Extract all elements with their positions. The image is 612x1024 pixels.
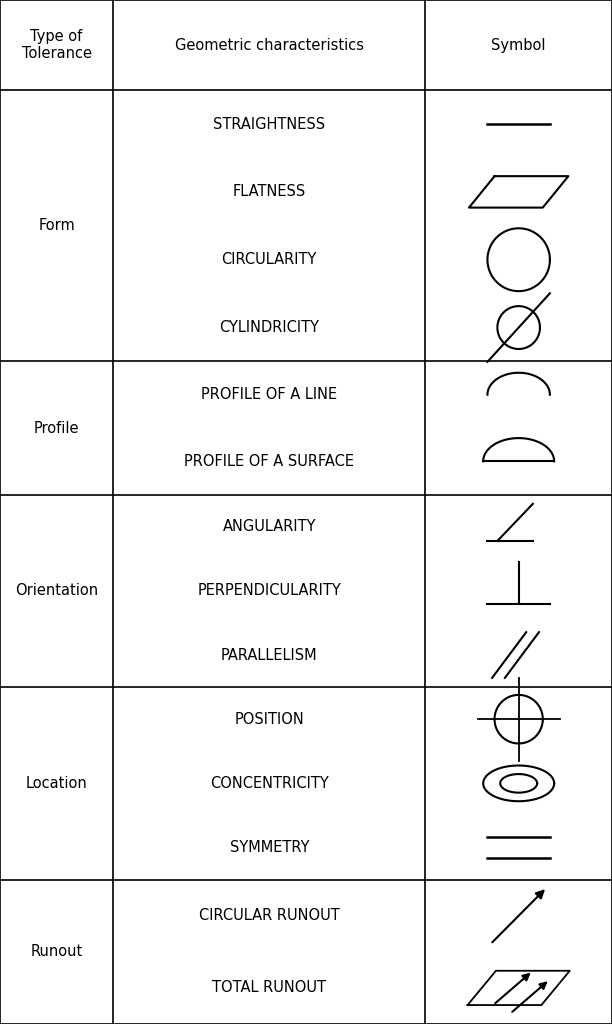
Text: PERPENDICULARITY: PERPENDICULARITY [198,584,341,598]
Text: Symbol: Symbol [491,38,546,52]
Text: POSITION: POSITION [234,712,304,727]
Text: STRAIGHTNESS: STRAIGHTNESS [213,117,326,131]
Text: CONCENTRICITY: CONCENTRICITY [210,776,329,791]
Text: Form: Form [38,218,75,233]
Text: PROFILE OF A LINE: PROFILE OF A LINE [201,387,337,402]
Text: Orientation: Orientation [15,584,98,598]
Text: PARALLELISM: PARALLELISM [221,647,318,663]
Text: CIRCULARITY: CIRCULARITY [222,252,317,267]
Text: Location: Location [26,776,88,791]
Text: Runout: Runout [31,944,83,959]
Text: CIRCULAR RUNOUT: CIRCULAR RUNOUT [199,908,340,924]
Text: TOTAL RUNOUT: TOTAL RUNOUT [212,980,326,995]
Text: SYMMETRY: SYMMETRY [230,840,309,855]
Text: PROFILE OF A SURFACE: PROFILE OF A SURFACE [184,454,354,469]
Text: ANGULARITY: ANGULARITY [223,519,316,535]
Text: FLATNESS: FLATNESS [233,184,306,200]
Text: Profile: Profile [34,421,80,435]
Text: CYLINDRICITY: CYLINDRICITY [219,321,319,335]
Text: Type of
Tolerance: Type of Tolerance [21,29,92,61]
Text: Geometric characteristics: Geometric characteristics [175,38,364,52]
